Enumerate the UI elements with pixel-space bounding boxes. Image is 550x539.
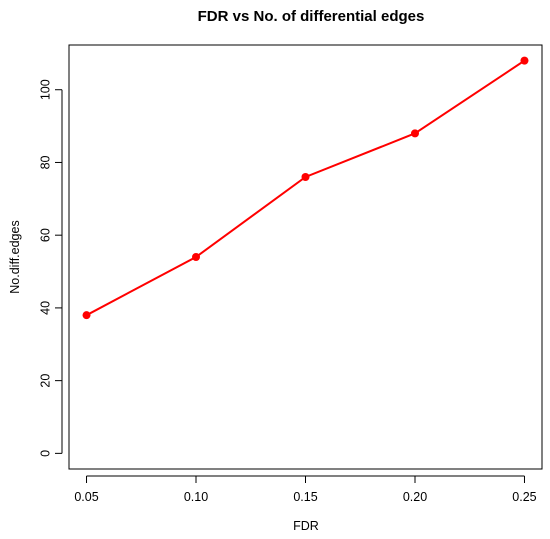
y-tick-label: 80 bbox=[38, 155, 52, 169]
x-tick-label: 0.20 bbox=[403, 490, 427, 504]
y-tick-label: 0 bbox=[38, 450, 52, 457]
y-tick-label: 40 bbox=[38, 301, 52, 315]
x-tick-label: 0.10 bbox=[184, 490, 208, 504]
x-axis-label: FDR bbox=[293, 519, 319, 533]
series-line bbox=[86, 59, 526, 317]
y-axis-label: No.diff.edges bbox=[8, 220, 22, 293]
chart-title: FDR vs No. of differential edges bbox=[198, 8, 425, 25]
y-tick-label: 100 bbox=[38, 79, 52, 100]
data-point bbox=[410, 129, 419, 138]
data-point bbox=[301, 173, 310, 181]
series-layer bbox=[82, 56, 529, 320]
x-axis: 0.05 0.10 0.15 0.20 0.25 bbox=[74, 475, 537, 504]
y-tick-label: 60 bbox=[38, 228, 52, 242]
plot-frame bbox=[68, 44, 543, 470]
x-tick-label: 0.15 bbox=[293, 490, 317, 504]
y-tick-label: 20 bbox=[38, 374, 52, 388]
data-point bbox=[520, 56, 529, 65]
x-tick-label: 0.05 bbox=[74, 490, 98, 504]
x-tick-label: 0.25 bbox=[512, 490, 536, 504]
data-point bbox=[82, 311, 91, 320]
data-point bbox=[192, 253, 201, 261]
y-axis: 0 20 40 60 80 100 bbox=[38, 79, 63, 457]
